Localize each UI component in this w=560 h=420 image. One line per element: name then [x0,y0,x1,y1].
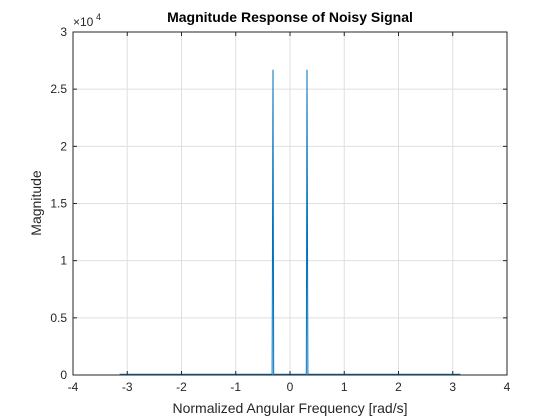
x-tick-label: -4 [68,380,79,394]
y-axis-label: Magnitude [28,170,44,236]
x-tick-label: 2 [395,380,402,394]
x-tick-label: -2 [176,380,187,394]
y-tick-label: 0 [60,368,67,382]
x-tick-label: 3 [449,380,456,394]
y-tick-label: 1 [60,254,67,268]
x-tick-label: 4 [504,380,511,394]
y-exponent-power: 4 [96,12,101,22]
y-tick-label: 2.5 [50,82,67,96]
chart-title: Magnitude Response of Noisy Signal [167,9,413,25]
x-tick-label: -1 [230,380,241,394]
y-tick-label: 2 [60,139,67,153]
x-tick-label: 1 [341,380,348,394]
y-exponent-base: ×10 [73,15,94,29]
x-tick-label: 0 [287,380,294,394]
y-tick-label: 3 [60,25,67,39]
y-tick-label: 0.5 [50,311,67,325]
grid [72,31,508,376]
ticks: -4 -3 -2 -1 0 1 2 3 4 0 0.5 1 1.5 2 2.5 3 [50,25,510,394]
x-tick-label: -3 [122,380,133,394]
x-axis-label: Normalized Angular Frequency [rad/s] [173,400,408,416]
y-tick-label: 1.5 [50,197,67,211]
